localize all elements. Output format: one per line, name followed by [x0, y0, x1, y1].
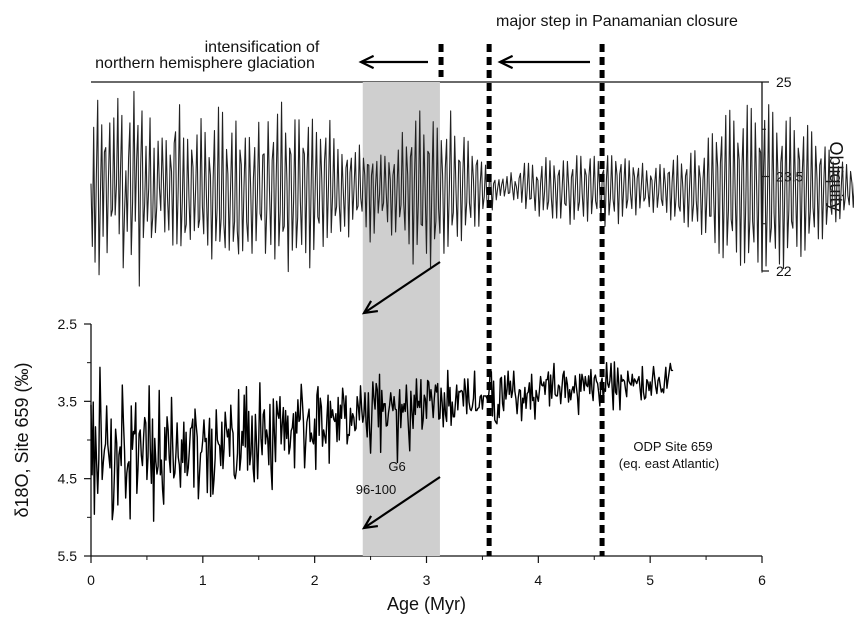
d18o-arrow-shaft — [363, 476, 441, 529]
left-tick-label: 5.5 — [58, 548, 78, 564]
left-axis-title: δ18O, Site 659 (‰) — [12, 362, 32, 517]
intensification-arrow-head — [358, 54, 375, 70]
x-tick-label: 6 — [758, 572, 766, 588]
marker-layer — [438, 44, 605, 556]
series-layer — [90, 90, 854, 522]
x-tick-label: 1 — [199, 572, 207, 588]
x-tick-label: 5 — [646, 572, 654, 588]
left-tick-label: 2.5 — [58, 316, 78, 332]
odp-site-label-line2: (eq. east Atlantic) — [619, 456, 719, 471]
obliquity-arrow-head — [361, 300, 379, 315]
panamanian-arrow — [497, 54, 590, 70]
intensification-arrow — [358, 54, 428, 70]
g6-label: G6 — [388, 459, 405, 474]
x-axis-title: Age (Myr) — [387, 594, 466, 614]
d18o-arrow-head — [361, 515, 379, 530]
major-step-label: major step in Panamanian closure — [496, 13, 738, 30]
panamanian-arrow-head — [497, 54, 514, 70]
odp-site-label-line1: ODP Site 659 — [633, 439, 712, 454]
obliquity-series-line — [90, 90, 854, 287]
right-tick-label: 22 — [776, 263, 792, 279]
x-tick-label: 0 — [87, 572, 95, 588]
left-tick-label: 3.5 — [58, 393, 78, 409]
left-tick-label: 4.5 — [58, 471, 78, 487]
x-tick-label: 2 — [311, 572, 319, 588]
right-tick-label: 25 — [776, 74, 792, 90]
intensification-label-line1: intensification of — [205, 39, 320, 56]
obliquity-arrow — [361, 261, 441, 315]
x-tick-label: 3 — [423, 572, 431, 588]
x-tick-label: 4 — [534, 572, 542, 588]
annotation-layer: major step in Panamanian closure intensif… — [95, 13, 738, 530]
d18o-series-line — [90, 361, 674, 522]
obliquity-arrow-shaft — [363, 261, 441, 314]
d18o-arrow — [361, 476, 441, 530]
intensification-label-line2: northern hemisphere glaciation — [95, 55, 315, 72]
range-96-100-label: 96-100 — [356, 482, 396, 497]
